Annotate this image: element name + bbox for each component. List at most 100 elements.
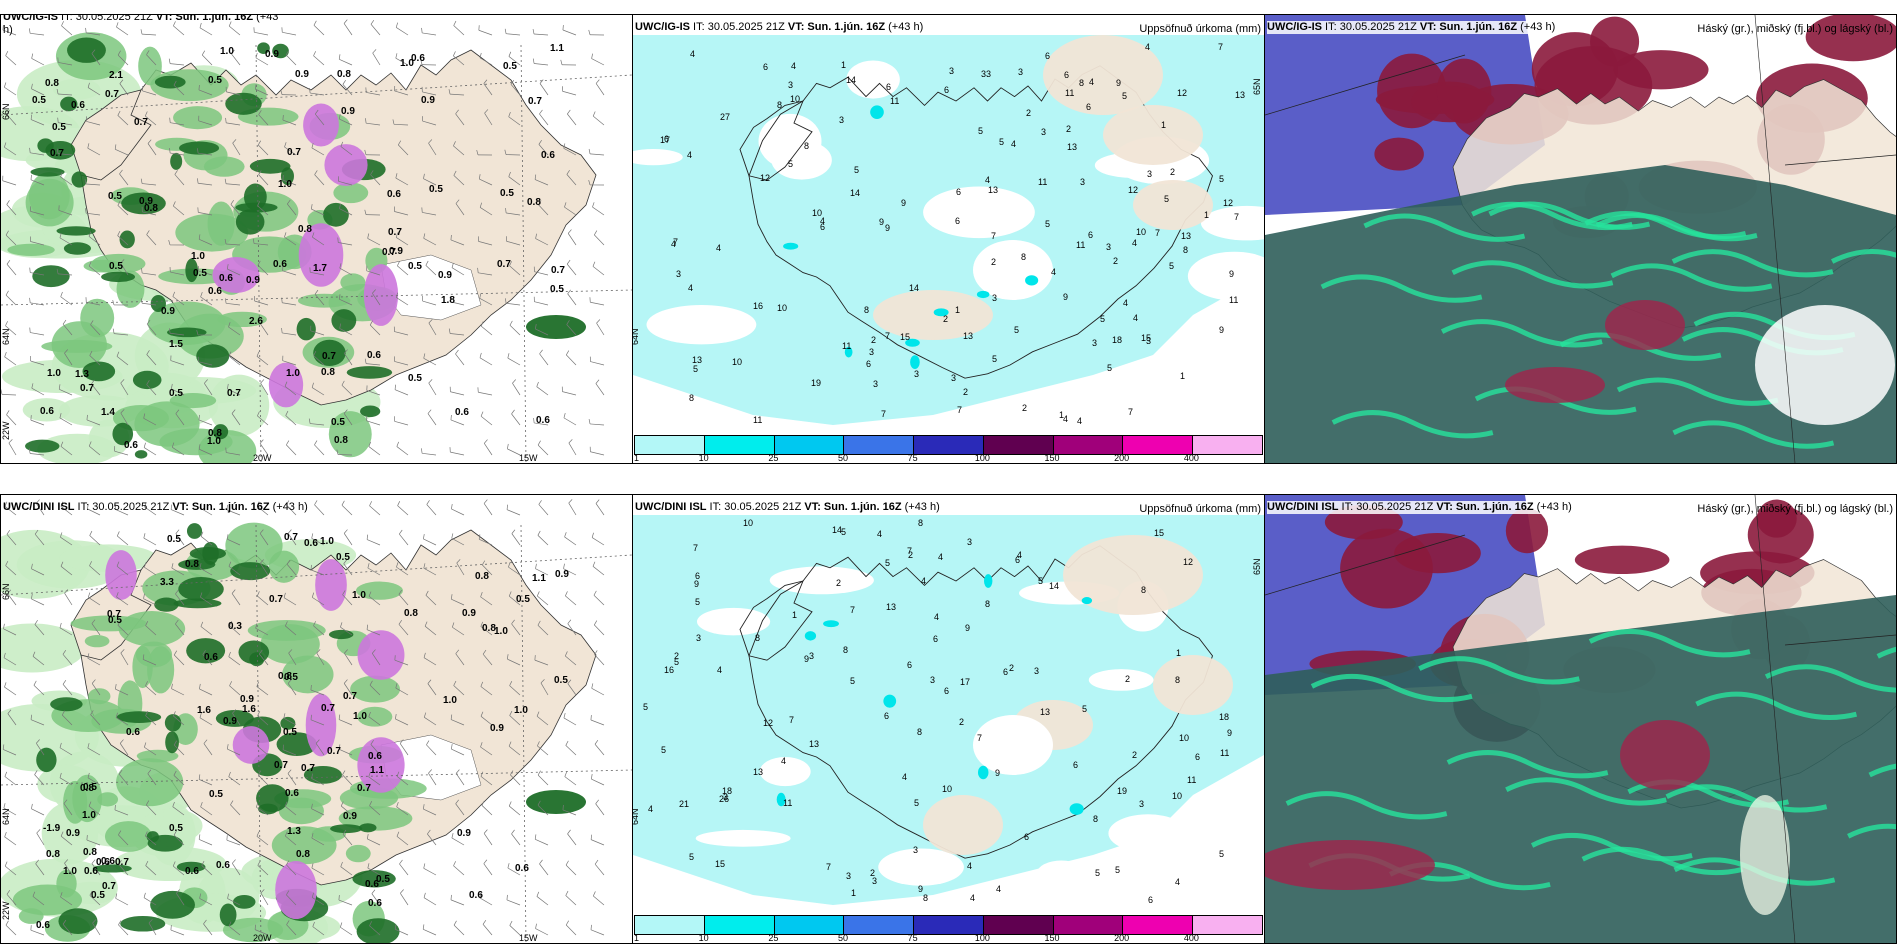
wind-barb: [60, 291, 73, 306]
precip-value-label: 5: [674, 657, 679, 667]
wind-barb: [60, 172, 73, 186]
precip-value-label: 5: [1082, 704, 1087, 714]
wind-barb: [509, 920, 521, 936]
wind-barb: [5, 230, 17, 246]
precip-value-label: 4: [716, 243, 721, 253]
cloud-value-label: 0.9: [161, 306, 175, 317]
panel-clouds-layers-bottom[interactable]: UWC/DINI ISL IT: 30.05.2025 21Z VT: Sun.…: [1264, 494, 1897, 944]
cloud-value-label: 0.8: [46, 849, 60, 860]
wind-barb: [532, 58, 549, 66]
wind-barb: [368, 771, 381, 786]
colorbar-swatch: [844, 436, 915, 454]
precip-value-label: 4: [1123, 298, 1128, 308]
cloud-cover-dark-area: [101, 271, 136, 283]
wind-barb: [170, 925, 185, 936]
precip-value-label: 3: [788, 80, 793, 90]
wind-barb: [453, 680, 465, 696]
wind-barb: [286, 559, 297, 576]
mid-cloud-area: [1613, 50, 1709, 90]
wind-barb: [539, 109, 549, 126]
wind-barb: [396, 802, 409, 816]
cloud-value-label: 0.9: [555, 569, 569, 580]
wind-barb: [89, 530, 101, 546]
precip-value-label: 6: [1073, 760, 1078, 770]
wind-barb: [287, 769, 297, 786]
wind-barb: [6, 259, 17, 276]
cloud-value-label: 0.9: [490, 723, 504, 734]
wind-barb: [145, 711, 157, 726]
wind-barb: [368, 711, 381, 726]
wind-barb: [34, 620, 45, 636]
panel-precip-bottom[interactable]: UWC/DINI ISL IT: 30.05.2025 21Z VT: Sun.…: [632, 494, 1265, 944]
low-cloud-contour: [1616, 377, 1779, 406]
precip-value-label: 4: [688, 283, 693, 293]
cloud-value-label: 0.8: [296, 849, 310, 860]
wind-barb: [539, 349, 549, 366]
mid-cloud-area: [1340, 528, 1433, 609]
wind-barb: [171, 563, 185, 576]
wind-barb: [481, 560, 493, 576]
precip-value-label: 7: [977, 733, 982, 743]
wind-barb: [255, 52, 269, 66]
wind-barb: [340, 922, 353, 936]
precip-value-label: 7: [991, 231, 996, 241]
wind-barb: [312, 232, 325, 246]
precip-value-label: 3: [1041, 127, 1046, 137]
wind-barb: [6, 110, 17, 126]
wind-barb: [176, 889, 185, 906]
cloud-value-label: 1.1: [550, 43, 564, 54]
cloud-cover-medium-area: [56, 869, 77, 898]
wind-barb: [508, 51, 521, 66]
wind-barb: [421, 27, 437, 36]
precip-value-label: 3: [1106, 242, 1111, 252]
panel-clouds-layers-top[interactable]: UWC/IG-IS IT: 30.05.2025 21Z VT: Sun. 1.…: [1264, 14, 1897, 464]
colorbar-swatch: [1193, 916, 1263, 934]
cloud-cover-dark-area: [359, 823, 377, 833]
precip-value-label: 3: [839, 115, 844, 125]
wind-barb: [452, 622, 465, 636]
cloud-cover-dark-area: [154, 597, 179, 612]
cloud-cover-dark-area: [331, 309, 357, 332]
wind-barb: [396, 831, 409, 846]
cloud-value-label: 0.9: [223, 716, 237, 727]
colorbar-tick-label: 150: [1044, 453, 1060, 463]
wind-barb: [257, 411, 269, 426]
wind-barb: [255, 623, 269, 636]
wind-barb: [370, 19, 381, 36]
cloud-value-label: 0.9: [265, 49, 279, 60]
cloud-value-label: 1.1: [532, 573, 546, 584]
precip-value-label: 3: [949, 66, 954, 76]
wind-barb: [338, 294, 353, 306]
cloud-value-label: 1.0: [514, 705, 528, 716]
wind-barb: [257, 770, 269, 786]
wind-barb: [1, 389, 17, 396]
wind-barb: [423, 863, 437, 876]
cloud-cover-dark-area: [132, 370, 162, 390]
cloud-value-label: 0.5: [32, 95, 46, 106]
wind-barb: [427, 829, 437, 846]
precip-value-label: 5: [999, 137, 1004, 147]
wind-barb: [312, 921, 325, 936]
precip-value-label: 6: [1086, 102, 1091, 112]
wind-barb: [311, 592, 325, 606]
wind-barb: [537, 770, 549, 786]
wind-barb: [6, 889, 17, 906]
precip-value-label: 9: [965, 623, 970, 633]
precip-value-label: 3: [872, 876, 877, 886]
wind-barb: [226, 744, 241, 756]
wind-barb: [86, 116, 101, 126]
precip-value-labels: 3556547432154135128691011131046578611871…: [660, 42, 1245, 426]
precip-value-label: 8: [1093, 814, 1098, 824]
panel-precip-top[interactable]: UWC/IG-IS IT: 30.05.2025 21Z VT: Sun. 1.…: [632, 14, 1265, 464]
panel-cloud-top[interactable]: UWC/IG-IS IT: 30.05.2025 21Z VT: Sun. 1.…: [0, 14, 633, 464]
wind-barb: [340, 861, 353, 876]
cloud-value-label: 0.5: [109, 261, 123, 272]
cloud-cover-dark-area: [323, 202, 349, 227]
precip-value-label: 3: [1080, 177, 1085, 187]
wind-barb: [281, 327, 297, 336]
panel-cloud-bottom[interactable]: UWC/DINI ISL IT: 30.05.2025 21Z VT: Sun.…: [0, 494, 633, 944]
precip-value-label: 12: [1128, 185, 1138, 195]
wind-barb: [453, 861, 465, 876]
wind-barb: [173, 80, 185, 96]
wind-barb: [32, 651, 45, 666]
